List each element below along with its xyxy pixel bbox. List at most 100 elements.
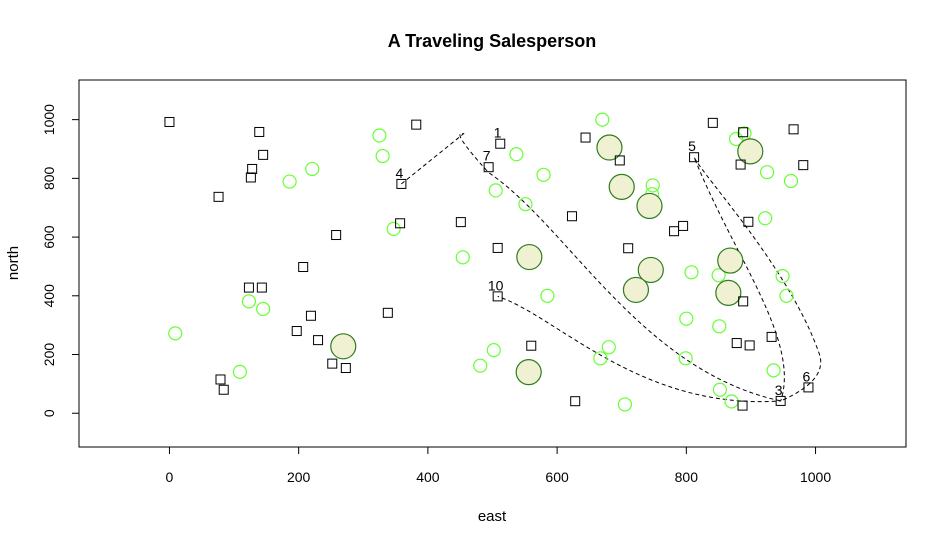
small-circle-point: [386, 221, 401, 236]
point-label: 4: [396, 165, 404, 181]
x-tick-label: 0: [166, 469, 174, 485]
square-point: [738, 127, 749, 138]
point-label: 6: [803, 368, 811, 384]
point-labels: 17 4 5 10 3 6: [396, 125, 811, 398]
square-point: [213, 191, 224, 202]
square-point: [327, 358, 338, 369]
square-point: [291, 326, 302, 337]
large-circle-point: [330, 333, 357, 360]
square-point: [411, 119, 422, 130]
square-point: [744, 340, 755, 351]
small-circle-point: [645, 178, 660, 193]
square-point: [298, 262, 309, 273]
small-circle-point: [724, 394, 739, 409]
point-label: 7: [483, 148, 491, 164]
small-circle-point: [766, 363, 781, 378]
square-point: [803, 382, 814, 393]
small-circle-point: [593, 351, 608, 366]
square-point: [258, 149, 269, 160]
square-point: [623, 243, 634, 254]
small-circle-point: [488, 183, 503, 198]
square-point: [247, 163, 258, 174]
square-point: [218, 384, 229, 395]
small-circle-point: [473, 358, 488, 373]
squares-series: [164, 116, 814, 411]
y-tick-label: 0: [41, 409, 57, 417]
small-circle-point: [779, 288, 794, 303]
square-point: [492, 242, 503, 253]
small-circle-point: [256, 301, 271, 317]
large-circle-point: [596, 134, 623, 161]
large-circle-point: [636, 192, 663, 220]
square-point: [798, 160, 809, 171]
square-point: [256, 282, 267, 293]
small-circle-point: [712, 382, 728, 397]
small-circle-point: [758, 211, 773, 226]
small-circle-point: [372, 128, 387, 143]
square-point: [775, 395, 786, 406]
square-point: [743, 216, 754, 227]
chart-title: A Traveling Salesperson: [388, 31, 596, 51]
x-axis-label: east: [478, 508, 507, 525]
small-circle-point: [679, 311, 694, 326]
x-tick-label: 200: [287, 469, 311, 485]
x-axis: 0 200 400 600 800 1000: [166, 446, 831, 485]
small-circle-point: [168, 326, 183, 341]
y-tick-label: 400: [41, 284, 57, 308]
square-point: [331, 230, 342, 241]
small-circle-point: [759, 165, 775, 180]
large-circle-point: [516, 243, 543, 271]
small-circle-point: [375, 148, 390, 164]
square-point: [164, 116, 175, 127]
small-circle-point: [712, 319, 727, 334]
route-line: [401, 132, 822, 403]
small-circle-point: [711, 268, 726, 283]
large-circle-point: [515, 359, 542, 386]
square-point: [570, 396, 581, 407]
square-point: [215, 374, 226, 385]
point-label: 3: [775, 382, 783, 398]
x-tick-label: 400: [416, 469, 440, 485]
square-point: [254, 126, 265, 137]
large-circle-point: [608, 173, 635, 200]
small-circle-point: [678, 351, 693, 366]
square-point: [707, 117, 718, 128]
square-point: [678, 220, 689, 231]
square-point: [396, 178, 407, 189]
small-circle-point: [684, 265, 699, 280]
small-circle-point: [282, 174, 297, 189]
square-point: [313, 335, 324, 346]
small-circle-point: [775, 269, 790, 284]
large-circle-point: [622, 276, 650, 304]
square-point: [483, 162, 494, 173]
y-tick-label: 200: [41, 343, 57, 367]
square-point: [455, 217, 466, 228]
large-circle-point: [715, 279, 742, 306]
square-point: [689, 152, 700, 163]
route-path: [401, 132, 822, 403]
x-tick-label: 1000: [800, 469, 831, 485]
small-circle-point: [728, 131, 744, 147]
y-axis: 0 200 400 600 800 1000: [41, 104, 80, 417]
point-label: 10: [488, 277, 504, 293]
small-circle-point: [601, 340, 616, 355]
y-tick-label: 800: [41, 166, 57, 190]
small-circle-point: [486, 343, 501, 358]
square-point: [580, 132, 591, 143]
small-circle-point: [455, 250, 470, 265]
point-label: 5: [688, 138, 696, 154]
square-point: [614, 155, 625, 166]
large-circle-point: [637, 256, 664, 284]
square-point: [788, 124, 799, 135]
square-point: [395, 218, 406, 229]
y-tick-label: 1000: [41, 104, 57, 135]
large-circle-point: [717, 247, 744, 274]
small-circle-point: [540, 288, 555, 303]
small-circle-point: [595, 112, 610, 127]
square-point: [305, 310, 316, 321]
y-tick-label: 600: [41, 225, 57, 249]
x-tick-label: 600: [545, 469, 569, 485]
x-tick-label: 800: [675, 469, 699, 485]
small-circle-point: [241, 294, 257, 309]
y-axis-label: north: [5, 246, 22, 280]
